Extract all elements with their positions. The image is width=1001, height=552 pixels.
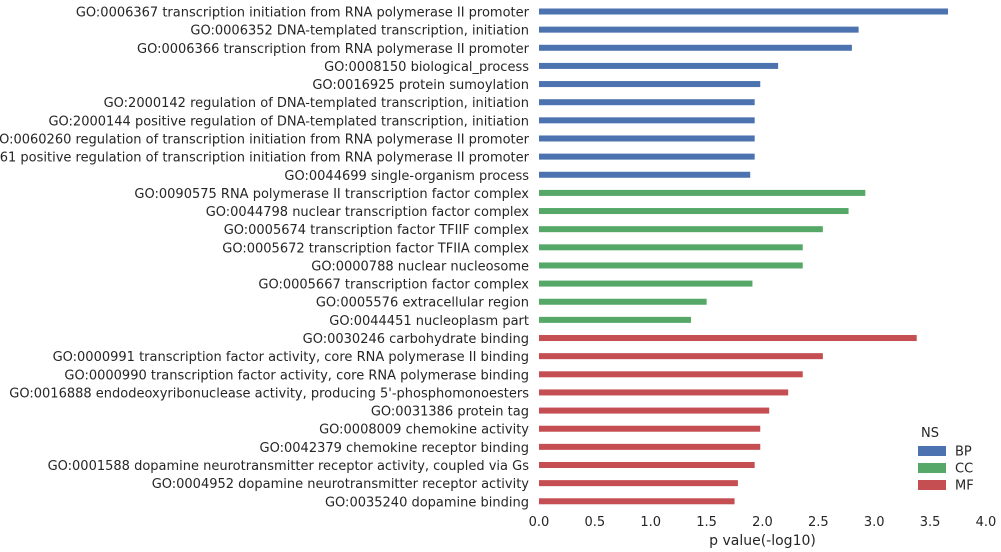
bar xyxy=(539,62,779,69)
bar xyxy=(539,389,789,396)
category-label: GO:0031386 protein tag xyxy=(371,405,529,420)
bar xyxy=(539,280,753,287)
category-label: GO:0008009 chemokine activity xyxy=(319,423,529,438)
legend-label: CC xyxy=(955,462,973,477)
category-label: GO:0000991 transcription factor activity… xyxy=(53,350,529,365)
bar xyxy=(539,99,755,106)
category-label: GO:0005576 extracellular region xyxy=(316,296,529,311)
legend-label: BP xyxy=(955,445,972,460)
bar xyxy=(539,189,866,196)
bar xyxy=(539,335,917,342)
category-label: GO:0044699 single-organism process xyxy=(284,169,529,184)
bar xyxy=(539,44,852,51)
category-label: GO:0016925 protein sumoylation xyxy=(312,78,529,93)
category-label: GO:0035240 dopamine binding xyxy=(325,495,529,510)
legend-title: NS xyxy=(921,426,939,441)
bar xyxy=(539,316,691,323)
bar xyxy=(539,298,707,305)
bar xyxy=(539,498,735,505)
category-label: GO:0060261 positive regulation of transc… xyxy=(0,151,530,166)
bar xyxy=(539,371,803,378)
x-tick-label: 2.0 xyxy=(752,515,773,530)
bar xyxy=(539,208,849,215)
bar xyxy=(539,353,823,360)
bar xyxy=(539,407,770,414)
bar xyxy=(539,480,738,487)
category-label: GO:2000142 regulation of DNA-templated t… xyxy=(104,96,529,111)
category-label: GO:0008150 biological_process xyxy=(324,60,529,75)
bar xyxy=(539,117,755,124)
x-tick-label: 1.0 xyxy=(640,515,661,530)
category-label: GO:0005672 transcription factor TFIIA co… xyxy=(222,241,529,256)
x-tick-label: 1.5 xyxy=(696,515,717,530)
bar xyxy=(539,262,803,269)
category-label: GO:0006366 transcription from RNA polyme… xyxy=(137,42,530,57)
x-tick-label: 2.5 xyxy=(808,515,829,530)
x-tick-label: 0.5 xyxy=(585,515,606,530)
bar xyxy=(539,171,751,178)
x-tick-label: 3.5 xyxy=(920,515,941,530)
bars-group xyxy=(539,8,948,505)
bar xyxy=(539,135,755,142)
bar xyxy=(539,26,859,33)
bar xyxy=(539,425,761,432)
category-label: GO:0006352 DNA-templated transcription, … xyxy=(190,24,529,39)
category-label: GO:0044451 nucleoplasm part xyxy=(329,314,529,329)
bar xyxy=(539,153,755,160)
legend-swatch xyxy=(918,480,946,490)
category-label: GO:0042379 chemokine receptor binding xyxy=(260,441,529,456)
x-tick-label: 0.0 xyxy=(529,515,550,530)
category-label: GO:0005667 transcription factor complex xyxy=(258,278,529,293)
bar xyxy=(539,462,755,468)
category-label: GO:0006367 transcription initiation from… xyxy=(76,6,530,21)
category-label: GO:0005674 transcription factor TFIIF co… xyxy=(224,223,530,238)
x-axis-ticks-group: 0.0 0.5 1.0 1.5 2.0 2.5 3.0 3.5 4.0 xyxy=(529,515,997,530)
category-label: GO:0000788 nuclear nucleosome xyxy=(311,259,529,274)
x-tick-label: 4.0 xyxy=(976,515,997,530)
category-label: GO:0000990 transcription factor activity… xyxy=(64,368,529,383)
legend-label: MF xyxy=(955,479,974,494)
bar xyxy=(539,244,803,251)
legend-swatch xyxy=(918,463,946,473)
bar xyxy=(539,8,948,15)
category-label: GO:0001588 dopamine neurotransmitter rec… xyxy=(48,459,530,474)
category-labels-group: GO:0006367 transcription initiation from… xyxy=(0,6,530,511)
category-label: GO:0004952 dopamine neurotransmitter rec… xyxy=(152,477,530,492)
bar xyxy=(539,443,761,450)
category-label: GO:0060260 regulation of transcription i… xyxy=(0,132,530,147)
category-label: GO:2000144 positive regulation of DNA-te… xyxy=(48,114,529,129)
bar xyxy=(539,226,823,233)
legend-swatch xyxy=(918,446,946,456)
category-label: GO:0030246 carbohydrate binding xyxy=(303,332,529,347)
x-axis-title: p value(-log10) xyxy=(709,533,816,549)
legend: NS BP CC MF xyxy=(918,426,974,494)
category-label: GO:0090575 RNA polymerase II transcripti… xyxy=(134,187,529,202)
category-label: GO:0016888 endodeoxyribonuclease activit… xyxy=(9,386,529,401)
x-tick-label: 3.0 xyxy=(864,515,885,530)
category-label: GO:0044798 nuclear transcription factor … xyxy=(206,205,530,220)
bar xyxy=(539,81,761,88)
